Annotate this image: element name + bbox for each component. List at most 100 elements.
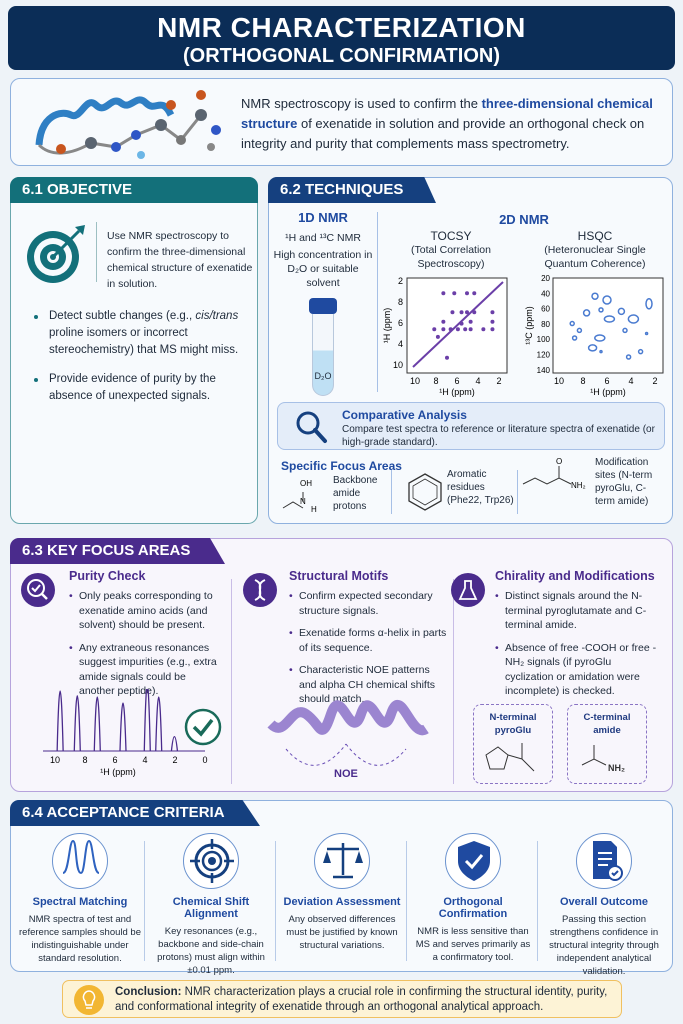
target-arrow-icon xyxy=(27,225,85,283)
structural-motifs-title: Structural Motifs xyxy=(289,569,389,583)
acceptance-item-desc: NMR spectra of test and reference sample… xyxy=(19,914,141,964)
intro-text: NMR spectroscopy is used to confirm the … xyxy=(241,96,653,151)
key-focus-panel: 6.3 KEY FOCUS AREAS Purity Check Only pe… xyxy=(10,538,673,792)
tocsy-xtick: 8 xyxy=(433,376,438,386)
purity-peak xyxy=(73,695,81,752)
svg-text:H: H xyxy=(311,505,317,514)
tocsy-spectrum: 10 8 6 4 2 2 8 6 4 10 ¹H (ppm) ¹H (ppm) xyxy=(382,276,508,397)
hsqc-cross-peak xyxy=(587,344,598,352)
tocsy-cross-peak xyxy=(441,327,446,332)
hsqc-xtick: 4 xyxy=(628,376,633,386)
hsqc-cross-peak xyxy=(627,314,640,324)
hsqc-ytick: 20 xyxy=(541,274,550,283)
tocsy-cross-peak xyxy=(465,310,469,315)
svg-text:NH₂: NH₂ xyxy=(571,481,586,490)
2d-nmr-title: 2D NMR xyxy=(499,212,549,227)
svg-text:O: O xyxy=(556,457,562,466)
flask-icon xyxy=(451,573,485,607)
purity-xlabel: ¹H (ppm) xyxy=(100,767,136,777)
tocsy-ytick: 8 xyxy=(398,297,403,307)
conclusion-banner: Conclusion: NMR characterization plays a… xyxy=(62,980,622,1018)
conclusion-text: Conclusion: NMR characterization plays a… xyxy=(115,986,608,1013)
hsqc-cross-peak xyxy=(569,320,575,327)
acceptance-item-desc: Passing this section strengthens confide… xyxy=(549,914,659,977)
shield-check-icon xyxy=(445,833,501,889)
purity-xtick: 6 xyxy=(112,755,117,765)
hsqc-xtick: 6 xyxy=(604,376,609,386)
objective-bullet: Provide evidence of purity by the absenc… xyxy=(31,371,256,405)
objective-heading: 6.1 OBJECTIVE xyxy=(10,177,258,203)
purity-1h-spectrum: 10 8 6 4 2 0 ¹H (ppm) xyxy=(43,689,208,777)
hsqc-cross-peak xyxy=(598,307,604,313)
focus-area-modification: Modification sites (N-term pyroGlu, C-te… xyxy=(595,457,653,507)
acceptance-item-title: Chemical Shift Alignment xyxy=(172,896,250,920)
page-title: NMR CHARACTERIZATION (ORTHOGONAL CONFIRM… xyxy=(8,6,675,70)
lightbulb-icon xyxy=(74,985,104,1015)
focus-area-backbone: Backbone amide protons xyxy=(333,475,378,512)
objective-bullet: Detect subtle changes (e.g., cis/trans p… xyxy=(31,308,256,359)
acceptance-item-title: Spectral Matching xyxy=(32,896,128,908)
hsqc-xlabel: ¹H (ppm) xyxy=(590,387,626,397)
hsqc-ytick: 60 xyxy=(541,305,550,314)
purity-peak xyxy=(170,735,179,752)
purity-xtick: 0 xyxy=(202,755,207,765)
acceptance-item-desc: Any observed differences must be justifi… xyxy=(286,914,398,951)
purity-peak xyxy=(56,690,64,752)
tocsy-cross-peak xyxy=(452,291,457,296)
hsqc-cross-peak xyxy=(644,331,649,336)
tocsy-cross-peak xyxy=(481,327,486,332)
document-check-icon xyxy=(576,833,632,889)
acceptance-item-desc: NMR is less sensitive than MS and serves… xyxy=(415,926,531,963)
hsqc-cross-peak xyxy=(617,307,626,316)
tocsy-cross-peak xyxy=(490,327,495,332)
checkmark-circle-icon xyxy=(184,708,222,746)
acceptance-item-title: Orthogonal Confirmation xyxy=(438,896,508,920)
tocsy-cross-peak xyxy=(445,355,449,360)
chirality-bullet: Distinct signals around the N-terminal p… xyxy=(495,589,660,633)
comparative-analysis-card: Comparative Analysis Compare test spectr… xyxy=(277,402,665,450)
comparative-desc: Compare test spectra to reference or lit… xyxy=(342,424,655,448)
hsqc-title: HSQC xyxy=(577,229,613,243)
purity-xtick: 10 xyxy=(50,755,60,765)
hsqc-ytick: 100 xyxy=(537,335,551,344)
objective-lead: Use NMR spectroscopy to confirm the thre… xyxy=(107,230,253,290)
benzene-ring-icon xyxy=(408,473,442,511)
tocsy-xtick: 6 xyxy=(454,376,459,386)
acceptance-heading: 6.4 ACCEPTANCE CRITERIA xyxy=(10,800,260,826)
hsqc-subtitle: (Heteronuclear Single Quantum Coherence) xyxy=(544,244,646,270)
purity-bullet: Only peaks corresponding to exenatide am… xyxy=(69,589,219,633)
tocsy-cross-peak xyxy=(468,319,473,324)
hsqc-cross-peak xyxy=(622,327,628,334)
objective-bullets: Detect subtle changes (e.g., cis/trans p… xyxy=(31,308,256,417)
tocsy-cross-peak xyxy=(468,327,473,332)
tocsy-cross-peak xyxy=(448,327,453,332)
purity-peak xyxy=(119,702,127,752)
hsqc-cross-peak xyxy=(571,335,578,341)
tocsy-cross-peak xyxy=(435,334,440,339)
hsqc-xtick: 10 xyxy=(554,376,564,386)
tocsy-cross-peak xyxy=(465,291,469,296)
tocsy-cross-peak xyxy=(432,327,437,332)
purity-peak xyxy=(143,689,151,752)
intro-panel: NMR spectroscopy is used to confirm the … xyxy=(10,78,673,166)
tocsy-ytick: 2 xyxy=(398,276,403,286)
molecule-illustration-icon xyxy=(35,90,221,159)
tocsy-xtick: 4 xyxy=(475,376,480,386)
hsqc-spectrum: 10 8 6 4 2 20 40 60 80 100 120 140 ¹H (ppm) ¹³C (ppm) xyxy=(524,274,664,397)
comparative-title: Comparative Analysis xyxy=(342,408,467,422)
tocsy-ytick: 10 xyxy=(393,360,403,370)
focus-areas-title: Specific Focus Areas xyxy=(281,459,402,473)
tocsy-diagonal xyxy=(412,281,504,368)
purity-bullet: Any extraneous resonances suggest impuri… xyxy=(69,641,219,699)
hsqc-ytick: 120 xyxy=(537,351,551,360)
scales-icon xyxy=(314,833,370,889)
hsqc-frame xyxy=(552,277,664,374)
amide-chain-icon: O NH₂ xyxy=(522,457,586,490)
techniques-heading: 6.2 TECHNIQUES xyxy=(268,177,436,203)
motif-bullet: Exenatide forms α-helix in parts of its … xyxy=(289,626,449,655)
n-terminal-pyroglu-card: N-terminal pyroGlu xyxy=(473,704,553,784)
acceptance-item: Orthogonal Confirmation NMR is less sens… xyxy=(408,831,538,964)
hsqc-cross-peak xyxy=(576,327,583,334)
svg-text:OH: OH xyxy=(300,479,312,488)
hsqc-xtick: 8 xyxy=(580,376,585,386)
